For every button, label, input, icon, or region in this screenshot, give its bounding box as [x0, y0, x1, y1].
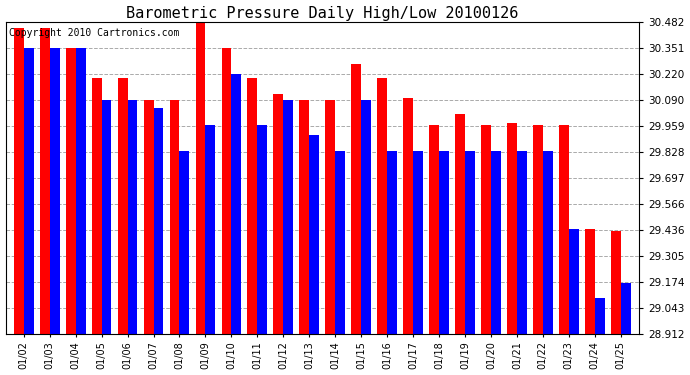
Bar	[413, 152, 423, 334]
Bar	[507, 123, 517, 334]
Bar	[326, 100, 335, 334]
Bar	[517, 152, 526, 334]
Bar	[231, 74, 241, 334]
Bar	[76, 48, 86, 334]
Bar	[14, 28, 23, 334]
Bar	[248, 78, 257, 334]
Bar	[377, 78, 387, 334]
Bar	[543, 152, 553, 334]
Bar	[23, 48, 34, 334]
Bar	[221, 48, 231, 334]
Bar	[128, 100, 137, 334]
Bar	[533, 126, 543, 334]
Bar	[439, 152, 449, 334]
Bar	[403, 98, 413, 334]
Title: Barometric Pressure Daily High/Low 20100126: Barometric Pressure Daily High/Low 20100…	[126, 6, 518, 21]
Bar	[387, 152, 397, 334]
Bar	[361, 100, 371, 334]
Bar	[569, 229, 579, 334]
Bar	[559, 126, 569, 334]
Bar	[299, 100, 309, 334]
Bar	[481, 126, 491, 334]
Bar	[351, 64, 361, 334]
Bar	[257, 126, 267, 334]
Bar	[195, 22, 206, 334]
Bar	[206, 126, 215, 334]
Bar	[92, 78, 101, 334]
Bar	[595, 298, 604, 334]
Bar	[611, 231, 621, 334]
Bar	[153, 108, 164, 334]
Bar	[465, 152, 475, 334]
Bar	[273, 94, 284, 334]
Bar	[50, 48, 59, 334]
Bar	[585, 229, 595, 334]
Bar	[455, 114, 465, 334]
Bar	[170, 100, 179, 334]
Bar	[491, 152, 501, 334]
Bar	[429, 126, 439, 334]
Text: Copyright 2010 Cartronics.com: Copyright 2010 Cartronics.com	[9, 28, 179, 38]
Bar	[40, 28, 50, 334]
Bar	[284, 100, 293, 334]
Bar	[66, 48, 76, 334]
Bar	[621, 282, 631, 334]
Bar	[101, 100, 112, 334]
Bar	[309, 135, 319, 334]
Bar	[118, 78, 128, 334]
Bar	[335, 152, 345, 334]
Bar	[179, 152, 189, 334]
Bar	[144, 100, 153, 334]
